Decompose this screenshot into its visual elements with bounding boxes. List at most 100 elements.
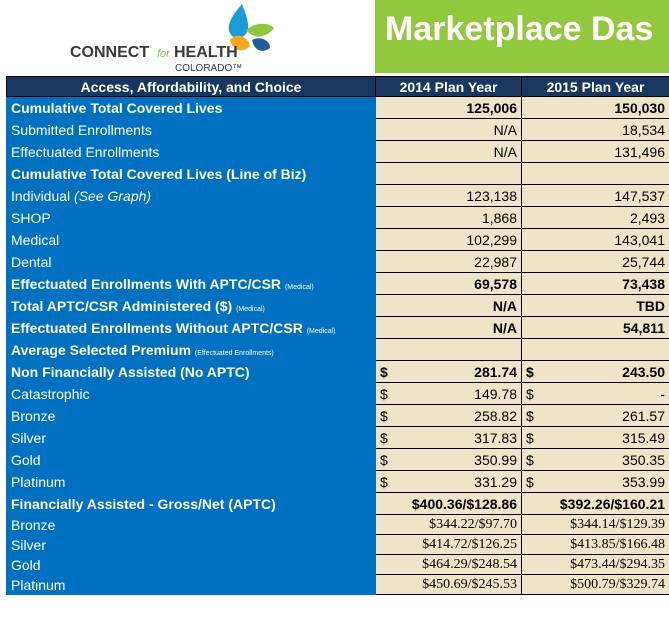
value-cell	[521, 162, 669, 185]
value-cell: 73,438	[521, 272, 669, 295]
value-cell: N/A	[375, 118, 522, 141]
table-row: SHOP 1,868 2,493	[6, 206, 669, 229]
row-label: Catastrophic	[11, 385, 90, 402]
table-row: Catastrophic $149.78 $ -	[6, 382, 669, 405]
row-label: Bronze	[11, 516, 56, 533]
value: $392.26/$160.21	[559, 495, 665, 512]
value-cell: $500.79/$329.74	[521, 574, 669, 595]
currency-symbol: $	[380, 385, 388, 402]
amount: 353.99	[622, 473, 665, 490]
table: Access, Affordability, and Choice 2014 P…	[6, 76, 669, 595]
row-note: (Medical)	[236, 305, 265, 313]
logo-text: for	[157, 48, 171, 60]
row-label-cell: Platinum	[6, 470, 376, 493]
table-row: Gold $464.29/$248.54 $473.44/$294.35	[6, 554, 669, 575]
row-label-italic: (See Graph)	[74, 187, 152, 204]
table-row: Platinum $450.69/$245.53 $500.79/$329.74	[6, 574, 669, 595]
value: $400.36/$128.86	[411, 495, 517, 512]
logo-drop	[228, 4, 249, 39]
value-cell: $392.26/$160.21	[521, 492, 669, 515]
column-header: 2015 Plan Year	[521, 76, 669, 97]
row-label: Platinum	[11, 473, 66, 490]
amount: -	[660, 385, 665, 402]
logo-leaf	[252, 38, 270, 51]
title-box: Marketplace Das	[375, 0, 669, 73]
row-label-cell: Average Selected Premium (Effectuated En…	[6, 338, 376, 361]
value-cell: $473.44/$294.35	[521, 554, 669, 575]
table-row: Total APTC/CSR Administered ($) (Medical…	[6, 294, 669, 317]
value-cell: $315.49	[521, 426, 669, 449]
table-row: Platinum $331.29 $353.99	[6, 470, 669, 493]
row-label-cell: Effectuated Enrollments Without APTC/CSR…	[6, 316, 376, 339]
row-label: Platinum	[11, 576, 66, 593]
value-cell: N/A	[375, 294, 522, 317]
table-row: Average Selected Premium (Effectuated En…	[6, 338, 669, 361]
value-cell: $331.29	[375, 470, 522, 493]
table-row: Dental 22,987 25,744	[6, 250, 669, 273]
row-note: (Medical)	[284, 283, 314, 291]
amount: 281.74	[474, 363, 517, 380]
table-row: Cumulative Total Covered Lives (Line of …	[6, 162, 669, 185]
value-cell: 131,496	[521, 140, 669, 163]
row-label-cell: Total APTC/CSR Administered ($) (Medical…	[6, 294, 376, 317]
value-cell: $317.83	[375, 426, 522, 449]
amount: 261.57	[622, 407, 665, 424]
table-row: Individual (See Graph) 123,138 147,537	[6, 184, 669, 207]
row-label: Bronze	[11, 407, 56, 424]
amount: 350.99	[474, 451, 517, 468]
table-row: Medical 102,299 143,041	[6, 228, 669, 251]
value: N/A	[493, 121, 517, 138]
value: 25,744	[622, 253, 665, 270]
table-row: Silver $317.83 $315.49	[6, 426, 669, 449]
value-cell	[375, 338, 522, 361]
amount: 331.29	[474, 473, 517, 490]
value: N/A	[492, 297, 517, 314]
row-label: Non Financially Assisted (No APTC)	[11, 363, 250, 380]
value-cell	[521, 338, 669, 361]
row-label-cell: Bronze	[6, 514, 376, 535]
value-cell: $149.78	[375, 382, 522, 405]
table-row: Non Financially Assisted (No APTC) $281.7…	[6, 360, 669, 383]
logo-text: HEALTH	[174, 44, 238, 61]
amount: 317.83	[474, 429, 517, 446]
table-row: Submitted Enrollments N/A 18,534	[6, 118, 669, 141]
value-cell: $258.82	[375, 404, 522, 427]
row-label-cell: Bronze	[6, 404, 376, 427]
value: 150,030	[614, 99, 665, 116]
row-label-cell: Financially Assisted - Gross/Net (APTC)	[6, 492, 376, 515]
logo-text: CONNECT	[70, 44, 149, 61]
value-cell: 2,493	[521, 206, 669, 229]
currency-symbol: $	[526, 451, 534, 468]
table-row: Effectuated Enrollments Without APTC/CSR…	[6, 316, 669, 339]
value-cell: TBD	[521, 294, 669, 317]
row-label: SHOP	[11, 209, 51, 226]
row-label-cell: Effectuated Enrollments	[6, 140, 376, 163]
row-label-cell: Medical	[6, 228, 376, 251]
row-label-cell: Individual (See Graph)	[6, 184, 376, 207]
row-label-cell: Silver	[6, 426, 376, 449]
value: 131,496	[614, 143, 665, 160]
table-row: Bronze $258.82 $261.57	[6, 404, 669, 427]
currency-symbol: $	[380, 473, 388, 490]
table-row: Cumulative Total Covered Lives 125,006 150…	[6, 96, 669, 119]
row-label-cell: Platinum	[6, 574, 376, 595]
logo: CONNECT for HEALTH COLORADO™	[70, 4, 274, 74]
row-label-cell: Gold	[6, 448, 376, 471]
row-label-cell: Submitted Enrollments	[6, 118, 376, 141]
value-cell: $ -	[521, 382, 669, 405]
value: 125,006	[466, 99, 517, 116]
value-cell: N/A	[375, 140, 522, 163]
value: $500.79/$329.74	[570, 576, 665, 592]
value-cell: 69,578	[375, 272, 522, 295]
value: N/A	[493, 143, 517, 160]
column-header: 2014 Plan Year	[375, 76, 522, 97]
value-cell: 150,030	[521, 96, 669, 119]
row-label: Financially Assisted - Gross/Net (APTC)	[11, 495, 276, 512]
table-row: Effectuated Enrollments With APTC/CSR (M…	[6, 272, 669, 295]
row-label-cell: Gold	[6, 554, 376, 575]
value: 73,438	[622, 275, 665, 292]
logo-leaf	[230, 35, 250, 51]
value-cell: $450.69/$245.53	[375, 574, 522, 595]
row-label: Silver	[11, 429, 47, 446]
